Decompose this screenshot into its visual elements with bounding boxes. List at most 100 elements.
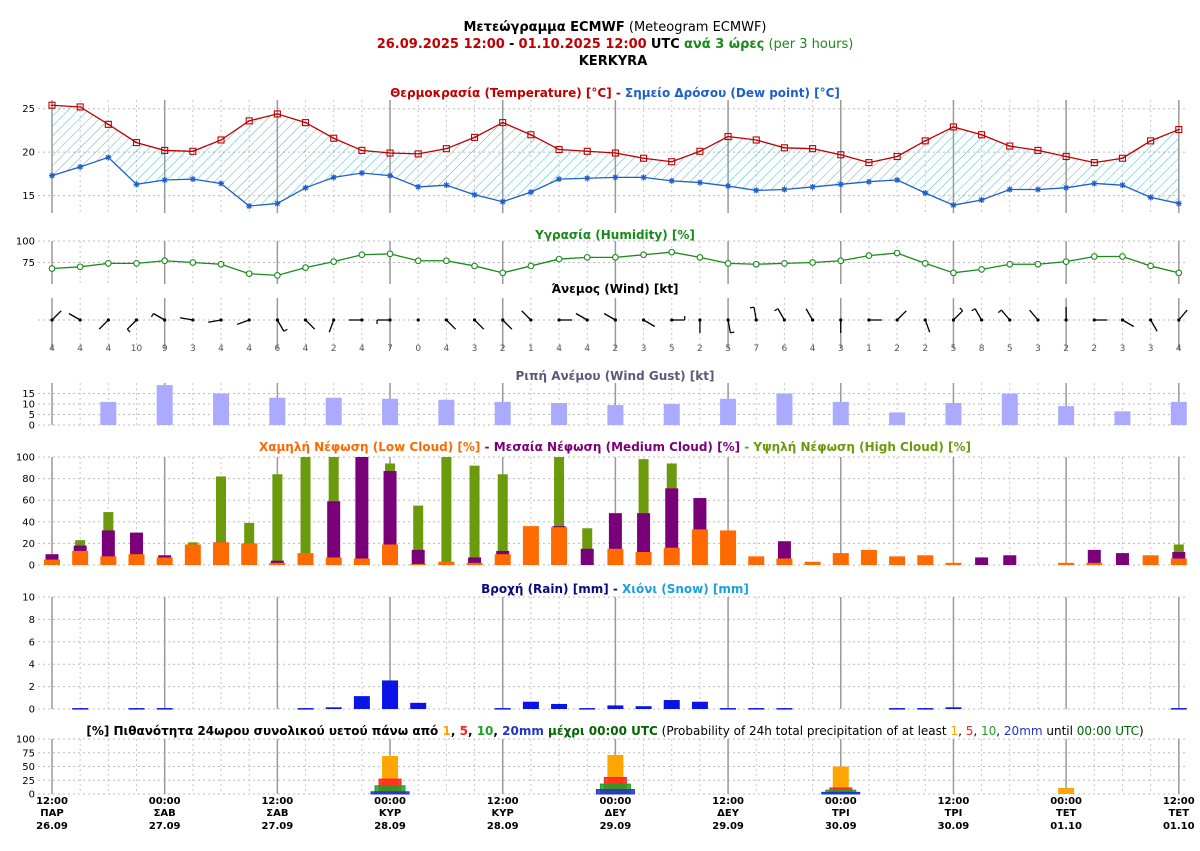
prob-bar-20mm [821, 791, 861, 795]
x-date-label: 29.09 [712, 821, 744, 832]
wind-barb [1150, 319, 1158, 332]
dewpoint-point [415, 183, 422, 190]
high-cloud-bar [441, 457, 452, 565]
humidity-point [76, 263, 84, 271]
low-cloud-bar [776, 558, 793, 565]
wind-barb [179, 317, 193, 321]
y-tick-label: 15 [22, 191, 35, 202]
humidity-point [1147, 262, 1154, 270]
temperature-point [1090, 159, 1098, 167]
wind-barb [68, 312, 81, 321]
low-cloud-bar [720, 530, 737, 565]
gust-bar [1114, 411, 1131, 425]
wind-station-dot [557, 318, 561, 322]
wind-station-dot [726, 318, 730, 322]
x-day-label: ΤΕΤ [1169, 808, 1190, 819]
panels: Θερμοκρασία (Temperature) [°C] - Σημείο … [16, 86, 1188, 801]
rain-bar [551, 703, 568, 709]
wind-station-dot [585, 318, 589, 322]
gust-bar [607, 405, 624, 425]
wind-speed-label: 7 [753, 344, 759, 354]
rain-bar [353, 696, 370, 709]
low-cloud-bar [325, 557, 342, 565]
gust-bar [945, 402, 962, 425]
title-part-6: , [493, 724, 502, 738]
title-part-8: μέχρι 00:00 UTC [544, 724, 658, 738]
wind-barb [276, 319, 285, 332]
humidity-point [358, 251, 366, 259]
gust-bar [100, 401, 117, 425]
title-part-19: ) [1139, 724, 1144, 738]
low-cloud-bar [691, 529, 708, 565]
dewpoint-point [161, 176, 168, 183]
wind-station-dot [698, 318, 702, 322]
humidity-point [583, 253, 591, 261]
x-date-label: 27.09 [262, 821, 294, 832]
time-axis: 12:00ΠΑΡ26.0900:00ΣΑΒ27.0912:00ΣΑΒ27.090… [36, 796, 1195, 832]
prob-bar-20mm [595, 789, 635, 795]
temperature-point [640, 154, 648, 162]
rain-bar [607, 705, 624, 709]
wind-station-dot [895, 318, 899, 322]
dewpoint-point [274, 200, 281, 207]
temperature-point [442, 145, 450, 153]
wind-barb [445, 319, 457, 330]
wind-speed-label: 1 [528, 344, 534, 354]
wind-speed-label: 2 [922, 344, 928, 354]
header-period: 26.09.2025 12:00 - 01.10.2025 12:00 UTC … [377, 37, 854, 52]
rain-bar [776, 708, 793, 710]
dewpoint-point [922, 190, 929, 197]
humidity-point [752, 260, 760, 268]
low-cloud-bar [410, 563, 427, 565]
y-tick-label: 0 [29, 705, 35, 716]
title-part-17: until [1043, 724, 1077, 738]
y-tick-label: 75 [22, 748, 35, 759]
wind-station-dot [219, 318, 223, 322]
medium-cloud-bar [383, 471, 397, 565]
temperature-point [161, 146, 169, 154]
rain-bar [635, 706, 652, 709]
x-date-label: 30.09 [825, 821, 857, 832]
x-date-label: 28.09 [487, 821, 519, 832]
low-cloud-bar [832, 553, 849, 565]
x-date-label: 30.09 [938, 821, 970, 832]
y-tick-label: 100 [16, 735, 35, 746]
rain-bar [1170, 708, 1187, 710]
rain-bar [297, 708, 314, 710]
low-cloud-bar [297, 553, 314, 565]
high-cloud-bar [554, 457, 565, 565]
dewpoint-point [471, 191, 478, 198]
title-part-18: 00:00 UTC [1077, 724, 1139, 738]
wind-barb [153, 312, 166, 321]
humidity-point [133, 260, 140, 267]
cloud-panel: Χαμηλή Νέφωση (Low Cloud) [%] - Μεσαία Ν… [16, 440, 1188, 572]
y-tick-label: 0 [29, 561, 35, 572]
wind-speed-label: 2 [613, 344, 619, 354]
y-tick-label: 75 [22, 258, 35, 269]
medium-cloud-bar [1087, 549, 1101, 565]
dewpoint-point [1063, 184, 1070, 191]
rain-bar [579, 708, 596, 710]
gust-bar [156, 385, 173, 425]
panel-title: Άνεμος (Wind) [kt] [551, 282, 678, 296]
high-cloud-bar [413, 505, 424, 565]
wind-speed-label: 7 [387, 344, 393, 354]
wind-barb-flag [283, 328, 288, 332]
temperature-point [780, 144, 788, 152]
wind-speed-label: 5 [951, 344, 957, 354]
wind-barb [521, 310, 532, 321]
temperature-point [893, 152, 901, 161]
dewpoint-point [556, 176, 563, 183]
wind-barb-flag [774, 308, 779, 312]
humidity-point [386, 250, 394, 258]
wind-barb-flag [150, 313, 154, 318]
header-title: Μετεώγραμμα ECMWF (Meteogram ECMWF) [463, 20, 766, 35]
temperature-point [48, 101, 56, 109]
title-part-0: [%] Πιθανότητα 24ωρου συνολικού υετού πά… [86, 724, 442, 738]
low-cloud-bar [607, 548, 624, 565]
humidity-point [809, 259, 816, 266]
wind-barb [1122, 319, 1135, 328]
panel-title: Θερμοκρασία (Temperature) [°C] - Σημείο … [390, 86, 840, 100]
prob-bar-1 [1058, 787, 1075, 794]
title-part-4: Υψηλή Νέφωση (High Cloud) [%] [752, 440, 971, 454]
